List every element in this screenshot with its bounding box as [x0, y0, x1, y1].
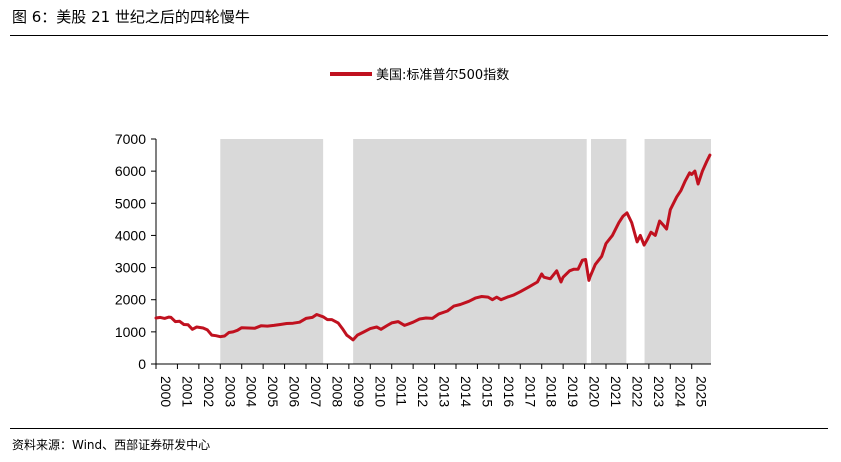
- x-tick-label: 2014: [458, 376, 474, 407]
- y-tick-label: 1000: [115, 324, 146, 340]
- x-tick-label: 2006: [287, 376, 303, 407]
- y-tick-label: 4000: [115, 227, 146, 243]
- x-tick-label: 2024: [672, 376, 688, 407]
- shaded-period-3: [591, 139, 627, 364]
- y-tick-label: 0: [138, 356, 146, 372]
- x-tick-label: 2021: [608, 376, 624, 407]
- x-tick-label: 2018: [544, 376, 560, 407]
- x-tick-label: 2003: [222, 376, 238, 407]
- x-tick-label: 2025: [694, 376, 710, 407]
- y-tick-label: 3000: [115, 260, 146, 276]
- x-tick-label: 2007: [308, 376, 324, 407]
- top-rule: [10, 35, 828, 36]
- x-tick-label: 2000: [158, 376, 174, 407]
- x-tick-label: 2015: [479, 376, 495, 407]
- x-axis: 2000 2001 2002 2003 2004 2005 2006 2007 2008 2009…: [155, 363, 711, 407]
- x-tick-label: 2001: [179, 376, 195, 407]
- y-tick-label: 6000: [115, 163, 146, 179]
- legend-label: 美国:标准普尔500指数: [376, 68, 509, 83]
- y-tick-label: 7000: [115, 131, 146, 147]
- shaded-periods: [220, 139, 711, 364]
- legend: 美国:标准普尔500指数: [330, 68, 509, 83]
- x-tick-label: 2023: [651, 376, 667, 407]
- x-tick-label: 2019: [565, 376, 581, 407]
- x-tick-label: 2008: [329, 376, 345, 407]
- figure-title: 图 6：美股 21 世纪之后的四轮慢牛: [12, 8, 250, 26]
- x-tick-label: 2009: [351, 376, 367, 407]
- x-tick-label: 2012: [415, 376, 431, 407]
- x-tick-label: 2017: [522, 376, 538, 407]
- x-tick-label: 2010: [372, 376, 388, 407]
- y-tick-label: 5000: [115, 195, 146, 211]
- series-lines: [154, 153, 712, 342]
- x-tick-label: 2005: [265, 376, 281, 407]
- source-note: 资料来源：Wind、西部证券研发中心: [12, 438, 211, 452]
- x-tick-label: 2004: [244, 376, 260, 407]
- x-tick-label: 2016: [501, 376, 517, 407]
- x-tick-label: 2022: [629, 376, 645, 407]
- x-tick-label: 2002: [201, 376, 217, 407]
- shaded-period-2: [353, 139, 587, 364]
- bottom-rule: [10, 428, 828, 429]
- x-tick-label: 2011: [394, 376, 410, 406]
- y-axis: 0 1000 2000 3000 4000 5000 6000 7000: [115, 131, 157, 372]
- x-tick-label: 2013: [437, 376, 453, 407]
- y-tick-label: 2000: [115, 292, 146, 308]
- series-line-1: [154, 153, 712, 342]
- x-tick-label: 2020: [587, 376, 603, 407]
